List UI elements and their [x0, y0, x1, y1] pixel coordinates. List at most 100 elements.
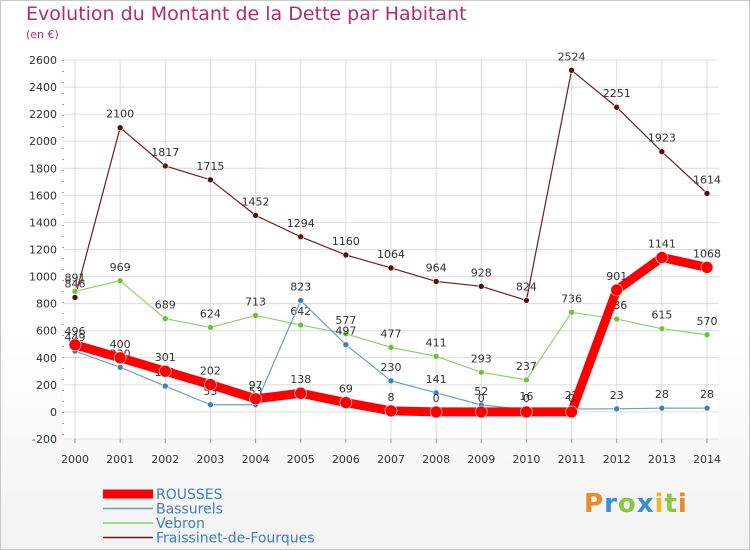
- data-label: 624: [200, 307, 221, 320]
- data-label: 713: [245, 295, 266, 308]
- y-tick-label: 1000: [29, 271, 57, 284]
- data-label: 28: [700, 388, 714, 401]
- y-tick-label: 2400: [29, 81, 57, 94]
- data-label: 823: [290, 281, 311, 294]
- x-tick-label: 2013: [648, 453, 676, 466]
- data-label: 1817: [151, 146, 179, 159]
- y-tick-label: 2000: [29, 135, 57, 148]
- data-label: 736: [561, 292, 582, 305]
- data-label: 202: [200, 365, 221, 378]
- x-tick-label: 2000: [61, 453, 89, 466]
- y-tick-label: 2600: [29, 54, 57, 67]
- data-point: [655, 251, 669, 264]
- data-point: [161, 162, 169, 170]
- data-point: [613, 315, 621, 323]
- data-label: 141: [426, 373, 447, 386]
- data-label: 411: [426, 336, 447, 349]
- x-tick-label: 2006: [332, 453, 360, 466]
- data-point: [477, 368, 485, 376]
- data-point: [252, 212, 259, 219]
- data-point: [703, 331, 711, 339]
- data-point: [161, 382, 169, 390]
- data-point: [116, 124, 124, 131]
- data-label: 28: [655, 388, 669, 401]
- y-tick-label: 400: [36, 352, 57, 365]
- data-label: 8: [388, 391, 395, 404]
- data-point: [387, 377, 395, 385]
- data-point: [342, 341, 350, 348]
- data-label: 2524: [558, 50, 586, 63]
- y-tick-label: 800: [36, 298, 57, 311]
- data-label: 846: [65, 277, 86, 290]
- data-point: [429, 405, 443, 419]
- legend-label: Vebron: [156, 516, 205, 532]
- y-tick-label: 200: [36, 379, 57, 392]
- data-point: [207, 401, 214, 409]
- data-label: 577: [335, 314, 356, 327]
- data-point: [384, 404, 398, 418]
- data-label: 69: [339, 383, 353, 396]
- data-label: 615: [651, 309, 672, 322]
- chart-title: Evolution du Montant de la Dette par Hab…: [26, 3, 467, 25]
- data-point: [161, 315, 169, 322]
- data-point: [520, 405, 533, 419]
- data-label: 0: [433, 392, 440, 405]
- data-label: 138: [290, 373, 311, 386]
- data-label: 52: [474, 385, 488, 398]
- data-label: 237: [516, 360, 537, 373]
- data-point: [700, 261, 714, 274]
- data-point: [71, 288, 79, 295]
- data-label: 928: [471, 266, 492, 279]
- data-point: [297, 321, 305, 329]
- data-point: [523, 376, 530, 384]
- data-point: [658, 325, 666, 332]
- y-tick-label: 1200: [29, 244, 57, 257]
- data-label: 496: [65, 325, 86, 338]
- y-tick-label: -200: [32, 433, 57, 446]
- x-tick-label: 2004: [242, 453, 270, 466]
- data-label: 301: [155, 351, 176, 364]
- data-label: 1294: [287, 217, 315, 230]
- proxiti-logo: Proxiti: [584, 489, 688, 519]
- y-tick-label: 600: [36, 325, 57, 338]
- data-point: [68, 338, 82, 352]
- data-point: [658, 404, 666, 412]
- x-tick-label: 2001: [106, 453, 134, 466]
- data-point: [432, 389, 440, 397]
- data-label: 23: [610, 389, 624, 402]
- data-label: 477: [381, 327, 402, 340]
- data-point: [249, 392, 262, 406]
- x-tick-label: 2007: [377, 453, 405, 466]
- data-label: 1452: [242, 195, 270, 208]
- data-point: [204, 378, 217, 391]
- data-point: [387, 264, 395, 272]
- data-label: 891: [65, 271, 86, 284]
- data-point: [252, 312, 259, 319]
- x-tick-label: 2003: [196, 453, 224, 466]
- data-point: [610, 283, 624, 297]
- data-point: [342, 330, 350, 338]
- data-label: 230: [381, 361, 402, 374]
- data-label: 0: [478, 392, 485, 405]
- x-tick-label: 2012: [603, 453, 631, 466]
- data-point: [613, 405, 621, 413]
- data-label: 642: [290, 305, 311, 318]
- x-tick-label: 2011: [558, 453, 586, 466]
- data-point: [568, 309, 575, 316]
- data-point: [207, 176, 214, 184]
- data-label: 570: [697, 315, 718, 328]
- data-label: 0: [523, 392, 530, 405]
- data-label: 1715: [196, 160, 224, 173]
- data-point: [113, 351, 127, 365]
- data-label: 969: [110, 261, 131, 274]
- y-tick-label: 1600: [29, 189, 57, 202]
- data-label: 1064: [377, 248, 405, 261]
- data-point: [387, 344, 395, 351]
- data-point: [116, 363, 124, 371]
- data-point: [294, 386, 308, 400]
- y-tick-label: 1400: [29, 216, 57, 229]
- data-point: [297, 297, 305, 304]
- x-tick-label: 2010: [512, 453, 540, 466]
- data-point: [474, 405, 488, 419]
- data-label: 689: [155, 299, 176, 312]
